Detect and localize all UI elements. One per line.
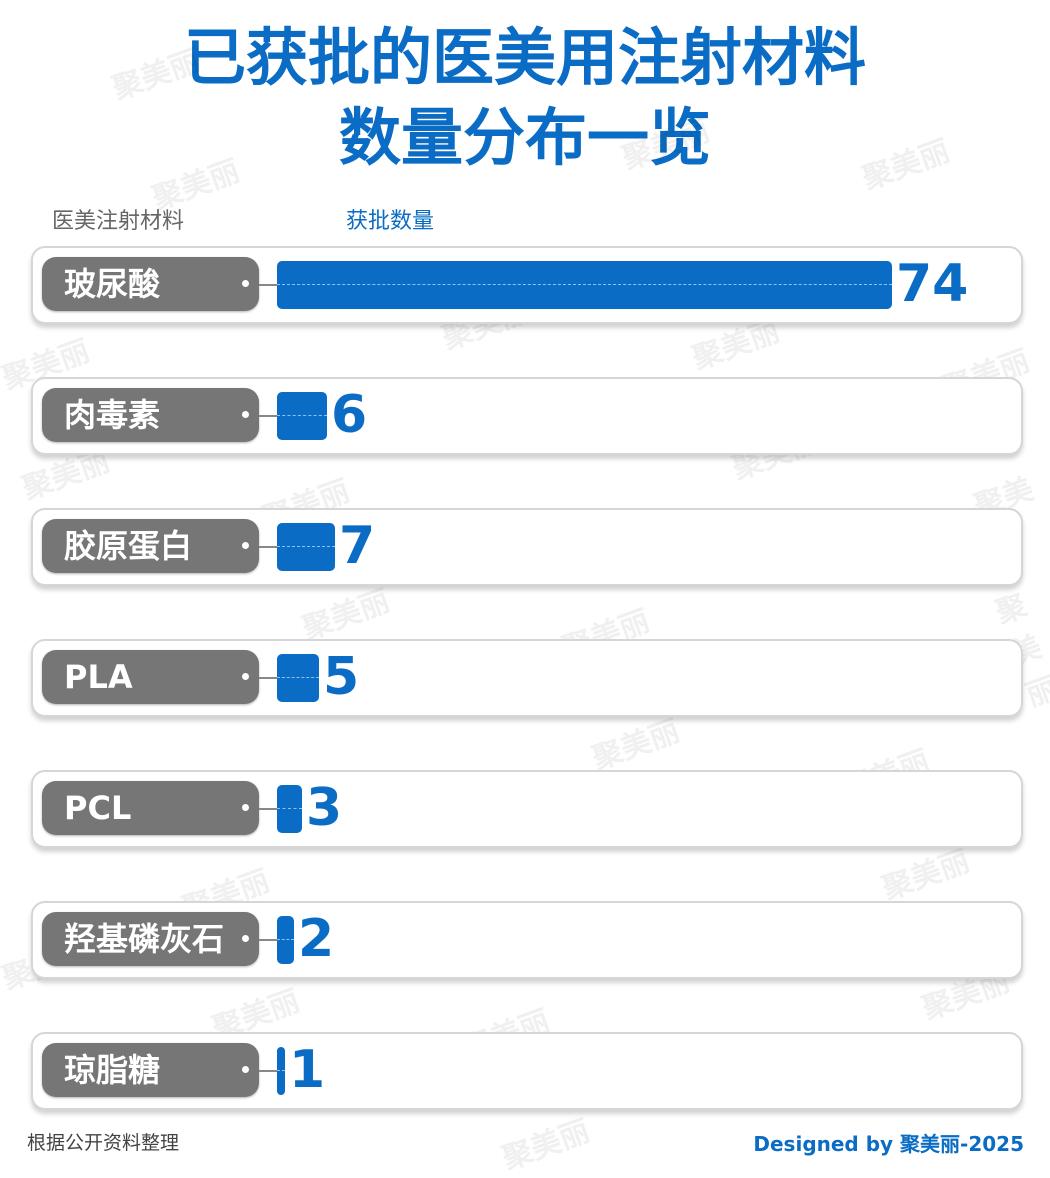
bar bbox=[277, 392, 327, 440]
connector-line bbox=[259, 677, 279, 679]
category-header: 医美注射材料 bbox=[52, 209, 185, 234]
designer-credit: Designed by 聚美丽-2025 bbox=[753, 1132, 1024, 1156]
connector-dot bbox=[242, 1066, 249, 1073]
connector-dot bbox=[242, 411, 249, 418]
bar-dash-line bbox=[277, 808, 302, 809]
bar-dash-line bbox=[277, 939, 294, 940]
category-label: 琼脂糖 bbox=[64, 1051, 161, 1089]
category-label-pill: PLA bbox=[42, 650, 259, 704]
chart-title-line2: 数量分布一览 bbox=[338, 101, 711, 174]
bar-dash-line bbox=[277, 415, 327, 416]
value-label: 2 bbox=[298, 909, 335, 969]
bar-row: 羟基磷灰石 2 bbox=[31, 901, 1023, 979]
bar-row: 琼脂糖 1 bbox=[31, 1032, 1023, 1110]
bar-dash-line bbox=[277, 546, 335, 547]
watermark: 聚美丽 bbox=[497, 1113, 595, 1178]
category-label: 胶原蛋白 bbox=[64, 527, 193, 565]
connector-dot bbox=[242, 804, 249, 811]
bar-row: 胶原蛋白 7 bbox=[31, 508, 1023, 586]
connector-line bbox=[259, 284, 279, 286]
connector-line bbox=[259, 546, 279, 548]
watermark: 聚美丽 bbox=[297, 583, 395, 648]
connector-line bbox=[259, 415, 279, 417]
bar-row: PLA 5 bbox=[31, 639, 1023, 717]
bar-dash-line bbox=[277, 1070, 285, 1071]
value-label: 7 bbox=[339, 516, 376, 576]
value-label: 3 bbox=[306, 778, 343, 838]
category-label-pill: 肉毒素 bbox=[42, 388, 259, 442]
connector-dot bbox=[242, 542, 249, 549]
value-label: 1 bbox=[289, 1040, 326, 1100]
bar bbox=[277, 916, 294, 964]
category-label: 玻尿酸 bbox=[64, 265, 161, 303]
connector-line bbox=[259, 1070, 279, 1072]
category-label-pill: 琼脂糖 bbox=[42, 1043, 259, 1097]
category-label: PLA bbox=[64, 658, 133, 696]
connector-dot bbox=[242, 280, 249, 287]
connector-line bbox=[259, 808, 279, 810]
bar-dash-line bbox=[277, 677, 319, 678]
bar bbox=[277, 523, 335, 571]
connector-dot bbox=[242, 935, 249, 942]
bar bbox=[277, 261, 892, 309]
category-label: PCL bbox=[64, 789, 132, 827]
value-label: 6 bbox=[331, 385, 368, 445]
bar bbox=[277, 785, 302, 833]
category-label: 羟基磷灰石 bbox=[64, 920, 225, 958]
category-label: 肉毒素 bbox=[64, 396, 161, 434]
category-label-pill: 玻尿酸 bbox=[42, 257, 259, 311]
value-label: 5 bbox=[323, 647, 360, 707]
source-note: 根据公开资料整理 bbox=[27, 1132, 180, 1154]
connector-dot bbox=[242, 673, 249, 680]
chart-title-line1: 已获批的医美用注射材料 bbox=[183, 21, 866, 94]
bar-row: PCL 3 bbox=[31, 770, 1023, 848]
bar-row: 肉毒素 6 bbox=[31, 377, 1023, 455]
connector-line bbox=[259, 939, 279, 941]
value-header: 获批数量 bbox=[346, 209, 435, 234]
bar-row: 玻尿酸 74 bbox=[31, 246, 1023, 324]
bar bbox=[277, 654, 319, 702]
category-label-pill: PCL bbox=[42, 781, 259, 835]
value-label: 74 bbox=[896, 254, 969, 314]
bar bbox=[277, 1047, 285, 1095]
category-label-pill: 胶原蛋白 bbox=[42, 519, 259, 573]
category-label-pill: 羟基磷灰石 bbox=[42, 912, 259, 966]
bar-dash-line bbox=[277, 284, 892, 285]
